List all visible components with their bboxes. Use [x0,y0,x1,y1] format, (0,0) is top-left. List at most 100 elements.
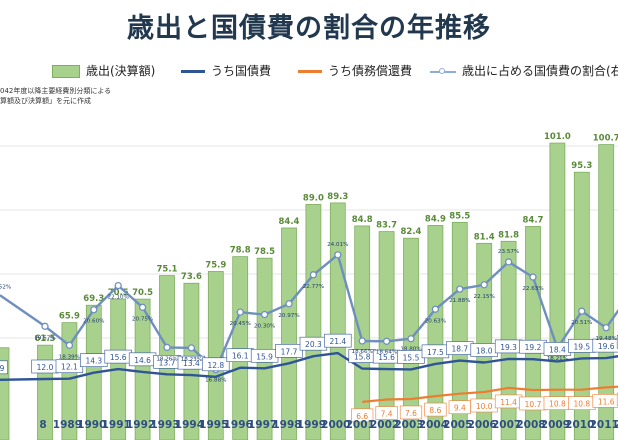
debt-label-2006: 18.0 [476,347,493,356]
legend-label-expenditure: 歳出(決算額) [86,64,156,78]
x-tick-2001: 2001 [346,419,375,431]
redemption-label-2002-box [375,406,398,420]
debt-label-2008: 19.2 [525,343,542,352]
debt-label-1997: 15.9 [256,352,273,361]
bar-label-2002: 83.7 [376,221,397,231]
legend-swatch-ratio [430,67,456,74]
bar-label-2009: 101.0 [544,132,571,142]
x-tick-1991: 1991 [102,419,131,431]
redemption-label-2004: 8.6 [429,406,441,415]
legend-item-expenditure: 歳出(決算額) [52,62,155,79]
debt-label-1991: 15.6 [110,353,127,362]
x-tick-1996: 1996 [224,419,253,431]
bar-2001 [354,225,371,440]
ratio-point-2006 [480,281,488,289]
ratio-point-1990 [90,306,98,314]
ratio-point-1993 [163,343,171,352]
legend-swatch-debt-service [181,70,205,73]
ratio-label-1997: 20.30% [254,324,275,330]
bar-1992 [134,298,151,440]
ratio-label-1992: 20.75% [132,316,153,322]
redemption-label-2009: 10.8 [549,400,566,409]
bar-2004 [427,225,444,440]
redemption-label-2010: 10.8 [573,400,590,409]
bar-2005 [451,221,468,440]
ratio-label-2002: 18.64% [376,349,397,355]
series-line-redemption [362,385,618,403]
bar-label-2003: 82.4 [401,227,422,237]
ratio-label-2003: 18.80% [400,347,421,353]
ratio-label-2011: 19.48% [596,336,617,342]
bar-partial [0,347,10,440]
bar-label-1988: 61.5 [35,334,56,344]
x-tick-2002: 2002 [370,419,399,431]
bar-1995 [207,271,224,440]
x-tick-2005: 2005 [443,419,472,431]
ratio-label-2008: 22.63% [522,286,543,292]
bar-label-2008: 84.7 [523,215,544,225]
debt-label-2007: 19.3 [500,343,517,352]
debt-label-1988: 12.0 [37,363,54,372]
ratio-label-2005: 21.88% [449,298,470,304]
ratio-point-2000 [334,251,342,259]
bar-1996 [232,256,249,440]
bar-label-2010: 95.3 [571,161,592,171]
ratio-point-1997 [260,310,269,319]
x-tick-2000: 2000 [321,419,350,431]
debt-label-partial-box [0,360,8,375]
debt-label-2000-box [324,333,352,348]
bar-2000 [329,202,346,440]
ratio-label-1996: 20.45% [230,321,251,327]
legend-label-ratio: 歳出に占める国債費の割合(右軸) [462,64,618,78]
bar-label-2011: 100.7 [593,134,618,144]
debt-label-2011-box [592,338,618,353]
ratio-point-2010 [578,307,586,315]
ratio-label-2007: 23.57% [498,249,519,255]
debt-label-2010: 19.5 [573,342,590,351]
x-tick-2012: 2012 [614,419,618,431]
bar-label-1990: 69.3 [83,294,104,304]
ratio-label-2001: 18.66% [352,349,373,355]
ratio-point-2011 [602,324,610,332]
ratio-label-1995: 16.88% [205,378,226,384]
x-tick-1990: 1990 [77,419,106,431]
bar-label-1998: 84.4 [279,217,300,227]
ratio-point-1994 [187,344,196,352]
ratio-label-2006: 22.15% [474,294,495,300]
x-tick-1989: 1989 [53,419,82,431]
x-tick-2008: 2008 [516,419,545,431]
x-tick-2011: 2011 [590,419,618,431]
ratio-label-2000: 24.01% [327,242,348,248]
ratio-point-2003 [407,335,415,343]
x-tick-2006: 2006 [468,419,497,431]
ratio-point-1991 [114,281,122,290]
bar-label-2001: 84.8 [352,215,373,225]
legend-label-redemption: うち債務償還費 [328,64,413,78]
ratio-point-1988 [41,322,49,330]
bar-2002 [378,231,395,440]
debt-label-2003: 15.5 [403,353,420,362]
bar-label-1995: 75.9 [205,260,226,270]
x-tick-2004: 2004 [419,419,448,431]
bar-label-1994: 73.6 [181,272,202,282]
legend-item-debt-service: うち国債費 [181,62,271,79]
ratio-point-1998 [285,300,293,308]
bar-label-1999: 89.0 [303,193,324,203]
debt-label-2004: 17.5 [427,348,444,357]
debt-label-1995: 12.8 [207,361,224,370]
debt-label-1994: 13.4 [183,359,200,368]
legend-item-redemption: うち債務償還費 [298,62,412,79]
x-tick-1995: 1995 [199,419,228,431]
source-note-line-1: 042年度以降主要経費別分類による [0,87,112,95]
debt-label-1993: 13.7 [159,358,176,367]
bar-label-1996: 78.8 [230,246,251,256]
ratio-label-2010: 20.51% [571,320,592,326]
ratio-label-1999: 22.77% [303,284,324,290]
redemption-label-2011: 11.6 [598,397,615,406]
bar-label-2007: 81.8 [498,230,519,240]
bar-2011 [598,144,615,440]
bar-label-1997: 78.5 [254,247,275,257]
ratio-label-2009: 18.21% [547,356,568,362]
redemption-label-2005: 9.4 [454,404,466,413]
